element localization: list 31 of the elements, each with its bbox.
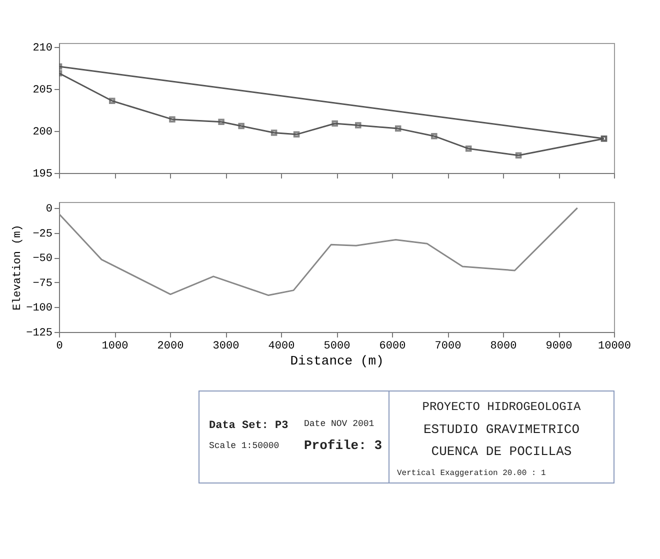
text: ESTUDIO GRAVIMETRICO bbox=[423, 422, 580, 437]
y-tick-label: −125 bbox=[26, 328, 52, 340]
y-axis-title: Elevation (m) bbox=[12, 224, 24, 310]
text: Data Set: P3 bbox=[209, 420, 289, 432]
x-tick-label: 2000 bbox=[157, 340, 184, 352]
y-tick-label: −50 bbox=[32, 253, 52, 266]
x-tick-label: 9000 bbox=[546, 340, 572, 352]
y-tick-label: −100 bbox=[26, 302, 52, 315]
text: Date NOV 2001 bbox=[304, 419, 374, 429]
text: CUENCA DE POCILLAS bbox=[431, 444, 572, 459]
text: Scale 1:50000 bbox=[209, 441, 280, 451]
x-tick-label: 5000 bbox=[324, 340, 350, 352]
text: PROYECTO HIDROGEOLOGIA bbox=[422, 400, 582, 414]
y-tick-label: −25 bbox=[32, 228, 52, 240]
x-tick-label: 4000 bbox=[268, 340, 295, 352]
x-tick-label: 6000 bbox=[379, 340, 406, 352]
x-tick-label: 3000 bbox=[212, 340, 240, 352]
x-tick-label: 8000 bbox=[490, 340, 517, 352]
y-tick-label: 195 bbox=[32, 168, 52, 180]
y-tick-label: −75 bbox=[32, 278, 52, 290]
y-tick-label: 205 bbox=[32, 84, 52, 97]
text: Vertical Exaggeration 20.00 : 1 bbox=[397, 469, 546, 478]
x-tick-label: 1000 bbox=[102, 340, 128, 352]
x-tick-label: 7000 bbox=[434, 340, 462, 352]
x-axis-title: Distance (m) bbox=[290, 354, 384, 368]
y-tick-label: 200 bbox=[32, 126, 52, 139]
text: Profile: 3 bbox=[304, 438, 382, 453]
y-tick-label: 0 bbox=[46, 203, 52, 216]
x-tick-label: 0 bbox=[56, 340, 63, 352]
y-tick-label: 210 bbox=[32, 42, 52, 55]
x-tick-label: 10000 bbox=[598, 340, 632, 352]
